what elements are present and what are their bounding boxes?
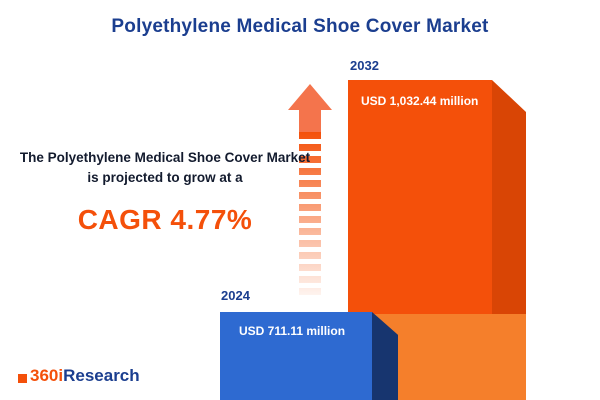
bar-2024-value-label: USD 711.11 million [239, 324, 346, 338]
logo-square-icon [18, 374, 27, 383]
cagr-text: CAGR 4.77% [77, 204, 253, 235]
bar-2032-value-label: USD 1,032.44 million [361, 94, 479, 108]
description-text: The Polyethylene Medical Shoe Cover Mark… [19, 150, 311, 185]
growth-arrow-dashed-tail [299, 132, 321, 300]
year-label-2024: 2024 [221, 288, 250, 303]
bar-2024 [220, 312, 372, 400]
brand-logo: 360i Research [18, 366, 140, 386]
growth-arrow-icon [288, 84, 332, 132]
year-label-2032: 2032 [350, 58, 379, 73]
logo-text-blue: Research [63, 366, 140, 385]
logo-text-orange: 360i [30, 366, 64, 385]
chart-title: Polyethylene Medical Shoe Cover Market [111, 16, 489, 37]
